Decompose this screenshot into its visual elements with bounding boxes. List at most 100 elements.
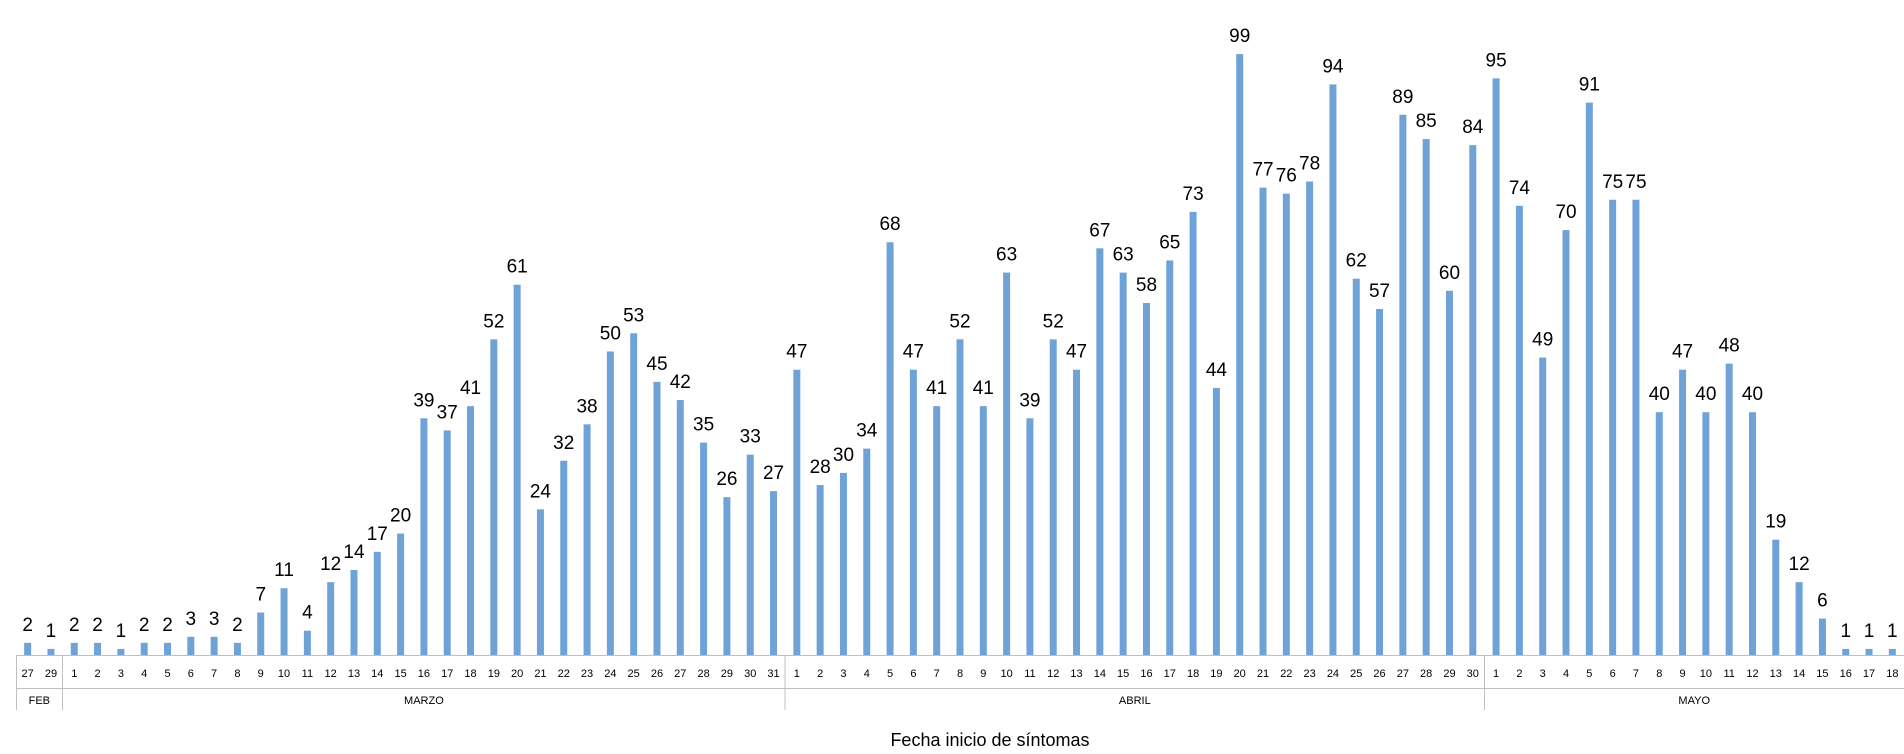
bar	[513, 284, 521, 655]
x-tick-label: 6	[1610, 668, 1616, 680]
value-label: 34	[856, 421, 878, 442]
bar	[1073, 369, 1081, 655]
bar	[420, 418, 428, 655]
x-tick-label: 3	[118, 668, 124, 680]
x-tick-label: 25	[628, 668, 640, 680]
bar	[700, 442, 708, 655]
value-label: 58	[1136, 275, 1157, 296]
x-tick-label: 9	[980, 668, 986, 680]
x-tick-label: 25	[1350, 668, 1362, 680]
x-tick-label: 1	[71, 668, 77, 680]
x-tick-label: 17	[1863, 668, 1875, 680]
bar	[1655, 412, 1663, 655]
value-label: 37	[437, 402, 458, 423]
bar	[1865, 648, 1873, 655]
bar	[1492, 78, 1500, 656]
bar	[1329, 84, 1337, 656]
value-label: 41	[926, 378, 947, 399]
x-tick-label: 1	[1493, 668, 1499, 680]
x-tick-label: 15	[1816, 668, 1828, 680]
value-label: 89	[1392, 87, 1413, 108]
bar	[1306, 181, 1314, 656]
value-label: 17	[367, 524, 388, 545]
value-label: 61	[507, 257, 528, 278]
bar	[373, 551, 381, 655]
month-label: FEB	[29, 695, 50, 707]
x-tick-label: 29	[721, 668, 733, 680]
value-label: 7	[255, 585, 266, 606]
bar	[467, 406, 475, 655]
x-tick-label: 27	[22, 668, 34, 680]
x-tick-label: 27	[1397, 668, 1409, 680]
bar	[909, 369, 917, 655]
bar	[1562, 230, 1570, 655]
bar	[1119, 272, 1127, 655]
x-tick-label: 14	[371, 668, 383, 680]
bar	[1282, 193, 1290, 655]
x-tick-label: 14	[1793, 668, 1805, 680]
bar	[70, 642, 78, 655]
value-label: 39	[1019, 390, 1040, 411]
bar	[47, 648, 55, 655]
value-label: 76	[1276, 166, 1297, 187]
value-label: 60	[1439, 263, 1460, 284]
x-tick-label: 16	[1140, 668, 1152, 680]
value-label: 1	[116, 621, 127, 642]
value-label: 2	[69, 615, 80, 636]
x-tick-label: 13	[1070, 668, 1082, 680]
x-tick-label: 6	[910, 668, 916, 680]
x-tick-label: 28	[1420, 668, 1432, 680]
value-label: 39	[413, 390, 434, 411]
value-label: 63	[996, 245, 1017, 266]
bar	[443, 430, 451, 655]
x-axis: 27 29 1 2 3 4 5 6 7 8 9 10 11 12 13 14 15 16 17 18 19 20 21 22 2…	[16, 655, 1904, 710]
bar	[490, 339, 498, 655]
month-label: ABRIL	[1119, 695, 1151, 707]
x-tick-label: 19	[1210, 668, 1222, 680]
bar	[606, 351, 614, 655]
x-tick-label: 21	[1257, 668, 1269, 680]
bar	[1049, 339, 1057, 655]
x-tick-label: 26	[1373, 668, 1385, 680]
x-tick-label: 10	[278, 668, 290, 680]
x-tick-label: 1	[794, 668, 800, 680]
x-tick-label: 2	[1516, 668, 1522, 680]
bar	[653, 381, 661, 655]
bar	[1585, 102, 1593, 655]
value-label: 2	[139, 615, 150, 636]
value-label: 12	[1789, 554, 1810, 575]
x-tick-label: 7	[1633, 668, 1639, 680]
bar	[303, 630, 311, 655]
value-label: 2	[22, 615, 33, 636]
bar	[886, 242, 894, 656]
x-tick-label: 18	[1187, 668, 1199, 680]
bar	[770, 491, 778, 655]
value-label: 40	[1742, 384, 1763, 405]
x-tick-label: 16	[418, 668, 430, 680]
value-label: 75	[1602, 172, 1623, 193]
x-tick-label: 4	[141, 668, 147, 680]
bar	[94, 642, 102, 655]
value-label: 67	[1089, 220, 1110, 241]
bar	[1212, 387, 1220, 655]
bar	[187, 636, 195, 655]
value-label: 42	[670, 372, 691, 393]
x-tick-label: 3	[1540, 668, 1546, 680]
value-label: 70	[1555, 202, 1576, 223]
value-label: 3	[186, 609, 197, 630]
value-label: 85	[1416, 111, 1437, 132]
value-label: 30	[833, 445, 854, 466]
value-label: 47	[1672, 342, 1693, 363]
bar	[1888, 648, 1896, 655]
x-tick-label: 5	[164, 668, 170, 680]
value-label: 94	[1322, 56, 1344, 77]
bar	[257, 612, 265, 655]
value-label: 47	[786, 342, 807, 363]
value-label: 65	[1159, 232, 1180, 253]
value-label: 3	[209, 609, 220, 630]
value-label: 2	[92, 615, 103, 636]
bar	[583, 424, 591, 655]
value-label: 77	[1252, 160, 1273, 181]
bar	[1352, 278, 1360, 655]
